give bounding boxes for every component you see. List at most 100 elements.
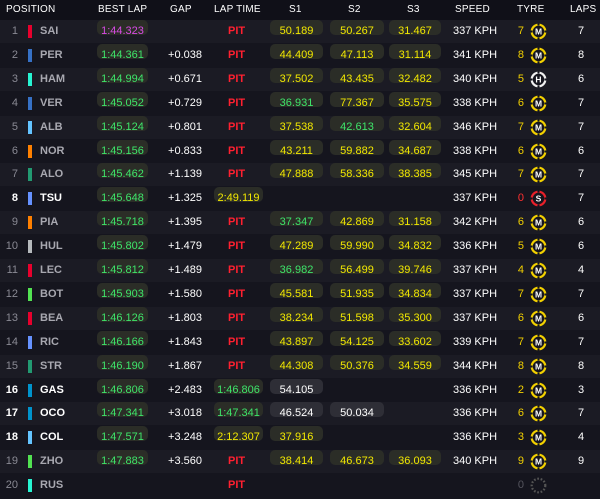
sector-s2: 43.435 <box>330 67 384 85</box>
header-laps[interactable]: LAPS <box>570 4 597 15</box>
driver-row[interactable]: 5 ALB 1:45.124 +0.801 PIT 37.538 42.613 32.604 3… <box>0 115 600 139</box>
driver-row[interactable]: 19 ZHO 1:47.883 +3.560 PIT 38.414 46.673 36.093… <box>0 450 600 474</box>
team-color-bar <box>28 25 32 38</box>
driver-row[interactable]: 4 VER 1:45.052 +0.729 PIT 36.931 77.367 35.575 3… <box>0 91 600 115</box>
best-lap: 1:45.802 <box>97 235 148 252</box>
best-lap: 1:44.361 <box>97 43 148 61</box>
driver-code[interactable]: SAI <box>40 25 59 37</box>
medium-tyre-icon: M <box>530 358 547 375</box>
driver-row[interactable]: 13 BEA 1:46.126 +1.803 PIT 38.234 51.598 35.300… <box>0 306 600 330</box>
driver-code[interactable]: STR <box>40 359 62 372</box>
driver-code[interactable]: RUS <box>40 479 64 492</box>
driver-code[interactable]: ALB <box>40 120 63 133</box>
header-lap-time[interactable]: LAP TIME <box>214 4 261 15</box>
tyre-age: 6 <box>517 311 524 324</box>
team-color-bar <box>28 431 32 445</box>
driver-code[interactable]: LEC <box>40 264 62 276</box>
gap-value: +0.833 <box>168 144 202 157</box>
pit-status: PIT <box>228 72 246 85</box>
tyre-age: 9 <box>517 455 524 468</box>
header-speed[interactable]: SPEED <box>455 4 490 15</box>
header-s1[interactable]: S1 <box>289 4 302 15</box>
tyre-age: 7 <box>517 335 524 348</box>
team-color-bar <box>28 335 32 349</box>
driver-code[interactable]: PIA <box>40 216 59 229</box>
driver-row[interactable]: 7 ALO 1:45.462 +1.139 PIT 47.888 58.336 38.385 3… <box>0 163 600 187</box>
header-best-lap[interactable]: BEST LAP <box>98 4 148 15</box>
driver-row[interactable]: 12 BOT 1:45.903 +1.580 PIT 45.581 51.935 34.834… <box>0 282 600 306</box>
driver-code[interactable]: VER <box>40 96 63 109</box>
gap-value: +1.843 <box>168 335 202 348</box>
pit-status: PIT <box>228 240 246 253</box>
tyre-age: 7 <box>517 168 524 181</box>
driver-row[interactable]: 6 NOR 1:45.156 +0.833 PIT 43.211 59.882 34.687 3… <box>0 139 600 163</box>
sector-s2: 42.869 <box>330 211 384 228</box>
driver-code[interactable]: OCO <box>40 407 66 420</box>
driver-row[interactable]: 9 PIA 1:45.718 +1.395 PIT 37.347 42.869 31.158 3… <box>0 211 600 235</box>
sector-s2: 50.034 <box>330 402 384 419</box>
sector-s2: 51.935 <box>330 282 384 300</box>
gap-value: +3.560 <box>168 455 202 468</box>
driver-code[interactable]: ZHO <box>40 455 64 468</box>
header-s3[interactable]: S3 <box>407 4 420 15</box>
tyre-age: 6 <box>517 144 524 157</box>
gap-value: +2.483 <box>168 383 202 396</box>
team-color-bar <box>28 407 32 421</box>
driver-row[interactable]: 3 HAM 1:44.994 +0.671 PIT 37.502 43.435 32.482 3… <box>0 67 600 91</box>
driver-row[interactable]: 8 TSU 1:45.648 +1.325 2:49.119 337 KPH 0 S 7 <box>0 187 600 211</box>
driver-code[interactable]: PER <box>40 48 63 61</box>
pit-status: PIT <box>228 359 246 372</box>
driver-row[interactable]: 20 RUS PIT 0 <box>0 474 600 498</box>
driver-code[interactable]: ALO <box>40 168 64 181</box>
medium-tyre-icon: M <box>530 429 547 446</box>
speed-trap: 336 KPH <box>453 407 498 420</box>
driver-code[interactable]: COL <box>40 431 64 444</box>
driver-code[interactable]: NOR <box>40 144 65 157</box>
sector-s3: 34.834 <box>389 282 441 300</box>
driver-row[interactable]: 18 COL 1:47.571 +3.248 2:12.307 37.916 336 KPH… <box>0 426 600 450</box>
speed-trap: 339 KPH <box>453 335 498 348</box>
driver-code[interactable]: HUL <box>40 240 63 253</box>
tyre-age: 6 <box>517 407 524 420</box>
header-tyre[interactable]: TYRE <box>517 4 545 15</box>
driver-code[interactable]: BOT <box>40 287 64 300</box>
svg-text:H: H <box>535 74 541 84</box>
driver-row[interactable]: 15 STR 1:46.190 +1.867 PIT 44.308 50.376 34.559… <box>0 354 600 378</box>
best-lap: 1:45.462 <box>97 163 148 180</box>
best-lap: 1:45.648 <box>97 187 148 204</box>
sector-s1: 54.105 <box>270 378 323 396</box>
medium-tyre-icon: M <box>530 453 547 470</box>
driver-code[interactable]: RIC <box>40 335 59 348</box>
header-s2[interactable]: S2 <box>348 4 361 15</box>
tyre-age: 4 <box>517 264 524 276</box>
pit-status: PIT <box>228 120 246 133</box>
laps-completed: 6 <box>577 144 585 157</box>
position-number: 14 <box>5 335 18 348</box>
driver-code[interactable]: TSU <box>40 192 62 205</box>
laps-completed: 7 <box>577 120 585 133</box>
header-position[interactable]: POSITION <box>6 4 56 15</box>
driver-row[interactable]: 10 HUL 1:45.802 +1.479 PIT 47.289 59.990 34.832… <box>0 235 600 259</box>
driver-row[interactable]: 16 GAS 1:46.806 +2.483 1:46.806 54.105 336 KPH… <box>0 378 600 402</box>
tyre-age: 8 <box>517 48 524 61</box>
team-color-bar <box>28 96 32 110</box>
speed-trap: 344 KPH <box>453 359 498 372</box>
driver-code[interactable]: BEA <box>40 311 64 324</box>
best-lap: 1:44.994 <box>97 67 148 85</box>
driver-row[interactable]: 2 PER 1:44.361 +0.038 PIT 44.409 47.113 31.114 3… <box>0 43 600 67</box>
speed-trap: 337 KPH <box>453 25 498 37</box>
tyre-age: 7 <box>517 287 524 300</box>
svg-text:M: M <box>535 266 542 276</box>
laps-completed: 8 <box>577 359 585 372</box>
driver-row[interactable]: 1 SAI 1:44.323 PIT 50.189 50.267 31.467 337 KPH… <box>0 20 600 43</box>
pit-status: PIT <box>228 479 246 492</box>
driver-row[interactable]: 17 OCO 1:47.341 +3.018 1:47.341 46.524 50.034 3… <box>0 402 600 426</box>
laps-completed: 7 <box>577 25 585 37</box>
timing-header: POSITION BEST LAP GAP LAP TIME S1 S2 S3 … <box>0 0 600 20</box>
driver-row[interactable]: 14 RIC 1:46.166 +1.843 PIT 43.897 54.125 33.602… <box>0 330 600 354</box>
header-gap[interactable]: GAP <box>170 4 192 15</box>
driver-code[interactable]: GAS <box>40 383 64 396</box>
lap-time: 2:12.307 <box>214 426 263 443</box>
driver-code[interactable]: HAM <box>40 72 66 85</box>
driver-row[interactable]: 11 LEC 1:45.812 +1.489 PIT 36.982 56.499 39.746… <box>0 259 600 282</box>
